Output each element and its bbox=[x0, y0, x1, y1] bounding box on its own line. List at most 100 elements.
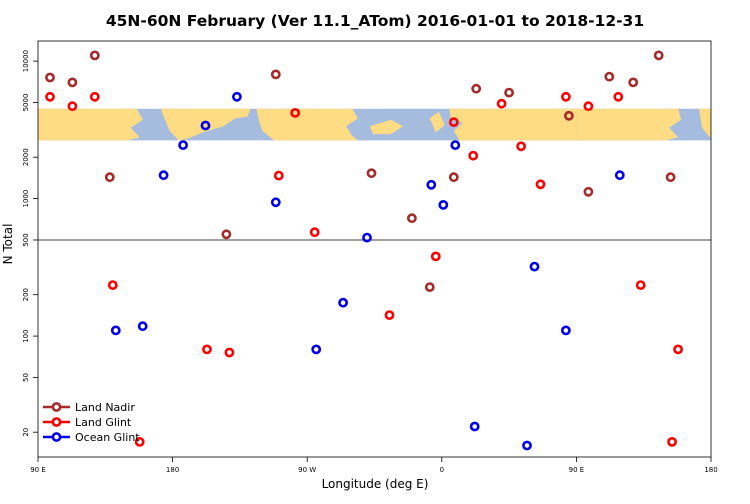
data-point bbox=[469, 421, 480, 432]
legend-marker bbox=[51, 417, 62, 427]
data-point bbox=[200, 120, 211, 131]
data-point bbox=[430, 251, 441, 262]
legend-label: Ocean Glint bbox=[75, 431, 140, 444]
y-axis: 20 50 100 200 500 1000 2000 5000 10000 bbox=[22, 50, 38, 437]
data-point bbox=[564, 110, 574, 121]
legend-marker bbox=[51, 432, 62, 442]
map-landmass bbox=[449, 108, 577, 141]
plot-frame bbox=[37, 40, 712, 458]
world-map-band bbox=[38, 108, 711, 141]
data-point bbox=[604, 71, 615, 82]
data-point bbox=[450, 140, 461, 150]
data-point bbox=[231, 91, 242, 102]
legend-label: Land Nadir bbox=[75, 401, 135, 414]
series-land-nadir bbox=[45, 50, 676, 292]
data-point bbox=[504, 87, 514, 98]
map-landmass bbox=[160, 108, 251, 141]
x-tick-label: 180 bbox=[166, 466, 179, 474]
data-point bbox=[137, 321, 148, 332]
data-point bbox=[366, 168, 377, 179]
data-point bbox=[45, 91, 55, 102]
data-point bbox=[522, 440, 532, 451]
x-axis-label: Longitude (deg E) bbox=[322, 477, 429, 491]
y-tick-label: 100 bbox=[22, 329, 30, 342]
legend: Land Nadir Land Glint Ocean Glint bbox=[43, 401, 140, 444]
data-point bbox=[338, 297, 348, 308]
legend-item: Land Glint bbox=[43, 416, 132, 429]
data-point bbox=[67, 101, 78, 112]
data-point bbox=[665, 172, 676, 183]
x-axis: 90 E 180 90 W 0 90 E 180 bbox=[30, 457, 718, 474]
data-point bbox=[468, 150, 479, 161]
data-point bbox=[653, 50, 664, 61]
data-point bbox=[628, 77, 639, 88]
data-point bbox=[107, 280, 118, 290]
y-tick-label: 10000 bbox=[22, 50, 30, 72]
series-land-glint bbox=[45, 91, 683, 447]
data-point bbox=[516, 141, 526, 152]
data-point bbox=[110, 325, 121, 336]
data-point bbox=[273, 170, 284, 181]
data-point bbox=[178, 140, 188, 150]
x-tick-label: 90 E bbox=[569, 466, 585, 474]
data-point bbox=[673, 344, 683, 355]
data-point bbox=[406, 213, 417, 224]
data-point bbox=[448, 172, 459, 183]
map-landmass bbox=[370, 119, 403, 135]
data-point bbox=[583, 101, 594, 112]
data-point bbox=[384, 310, 395, 320]
chart-title: 45N-60N February (Ver 11.1_ATom) 2016-01… bbox=[106, 12, 644, 30]
data-point bbox=[561, 325, 571, 336]
data-point bbox=[89, 50, 100, 61]
data-point bbox=[202, 344, 212, 355]
y-tick-label: 500 bbox=[22, 233, 30, 246]
series-ocean-glint bbox=[110, 91, 625, 451]
data-point bbox=[224, 347, 235, 358]
data-point bbox=[134, 436, 145, 447]
data-point bbox=[561, 91, 571, 102]
data-point bbox=[67, 77, 78, 88]
data-point bbox=[270, 197, 281, 208]
data-point bbox=[583, 186, 594, 197]
data-point bbox=[438, 199, 449, 210]
y-tick-label: 5000 bbox=[22, 94, 30, 112]
data-point bbox=[667, 436, 677, 447]
x-tick-label: 180 bbox=[704, 466, 717, 474]
y-tick-label: 50 bbox=[22, 373, 30, 382]
y-tick-label: 20 bbox=[22, 428, 30, 437]
data-point bbox=[613, 91, 624, 102]
data-point bbox=[89, 91, 100, 102]
map-landmass bbox=[429, 111, 445, 133]
data-point bbox=[290, 108, 301, 118]
data-point bbox=[270, 69, 281, 80]
data-point bbox=[158, 170, 169, 181]
data-point bbox=[496, 98, 507, 109]
data-point bbox=[309, 227, 320, 238]
data-point bbox=[424, 282, 435, 292]
x-tick-label: 90 W bbox=[298, 466, 316, 474]
data-point bbox=[471, 83, 482, 94]
data-point bbox=[529, 261, 540, 272]
data-point bbox=[221, 229, 232, 240]
y-tick-label: 1000 bbox=[22, 190, 30, 208]
x-tick-label: 90 E bbox=[30, 466, 46, 474]
x-tick-label: 0 bbox=[440, 466, 444, 474]
data-point bbox=[635, 280, 646, 290]
data-point bbox=[614, 170, 625, 181]
legend-marker bbox=[51, 402, 62, 412]
y-tick-label: 200 bbox=[22, 288, 30, 301]
map-landmass bbox=[256, 108, 358, 141]
data-point bbox=[311, 344, 322, 355]
data-point bbox=[426, 179, 437, 190]
map-landmass bbox=[576, 108, 682, 141]
legend-label: Land Glint bbox=[75, 416, 132, 429]
data-point bbox=[535, 179, 546, 190]
data-point bbox=[104, 172, 115, 183]
y-tick-label: 2000 bbox=[22, 148, 30, 166]
data-point bbox=[448, 117, 459, 127]
y-axis-label: N Total bbox=[1, 224, 15, 265]
map-landmass bbox=[699, 108, 711, 139]
map-landmass bbox=[38, 108, 143, 141]
